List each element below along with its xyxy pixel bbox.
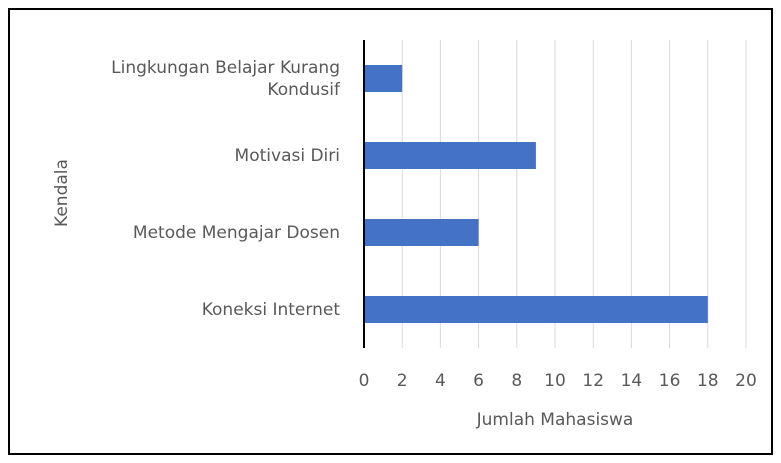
x-axis-title: Jumlah Mahasiswa — [476, 410, 634, 430]
x-tick-label: 2 — [397, 371, 408, 391]
x-tick-label: 12 — [582, 371, 604, 391]
x-tick-label: 14 — [621, 371, 643, 391]
y-tick-label: Metode Mengajar Dosen — [132, 222, 340, 243]
y-tick-label-box: Motivasi Diri — [234, 145, 340, 166]
x-tick-label: 8 — [511, 371, 522, 391]
x-tick-label: 18 — [697, 371, 719, 391]
y-tick-label: Lingkungan Belajar Kurang Kondusif — [111, 57, 340, 100]
y-tick-label: Motivasi Diri — [234, 145, 340, 166]
bar — [364, 219, 479, 246]
x-tick-label: 20 — [735, 371, 757, 391]
x-tick-label: 0 — [359, 371, 370, 391]
x-tick-label: 6 — [473, 371, 484, 391]
x-tick-label: 16 — [659, 371, 681, 391]
y-tick-label: Koneksi Internet — [201, 299, 340, 320]
bar — [364, 142, 536, 169]
y-tick-label-box: Metode Mengajar Dosen — [132, 222, 340, 243]
x-tick-label: 4 — [435, 371, 446, 391]
y-tick-label-box: Lingkungan Belajar Kurang Kondusif — [111, 57, 340, 100]
y-tick-label-box: Koneksi Internet — [201, 299, 340, 320]
bar — [364, 296, 708, 323]
y-axis-title: Kendala — [52, 159, 72, 227]
x-tick-label: 10 — [544, 371, 566, 391]
bar — [364, 65, 403, 92]
